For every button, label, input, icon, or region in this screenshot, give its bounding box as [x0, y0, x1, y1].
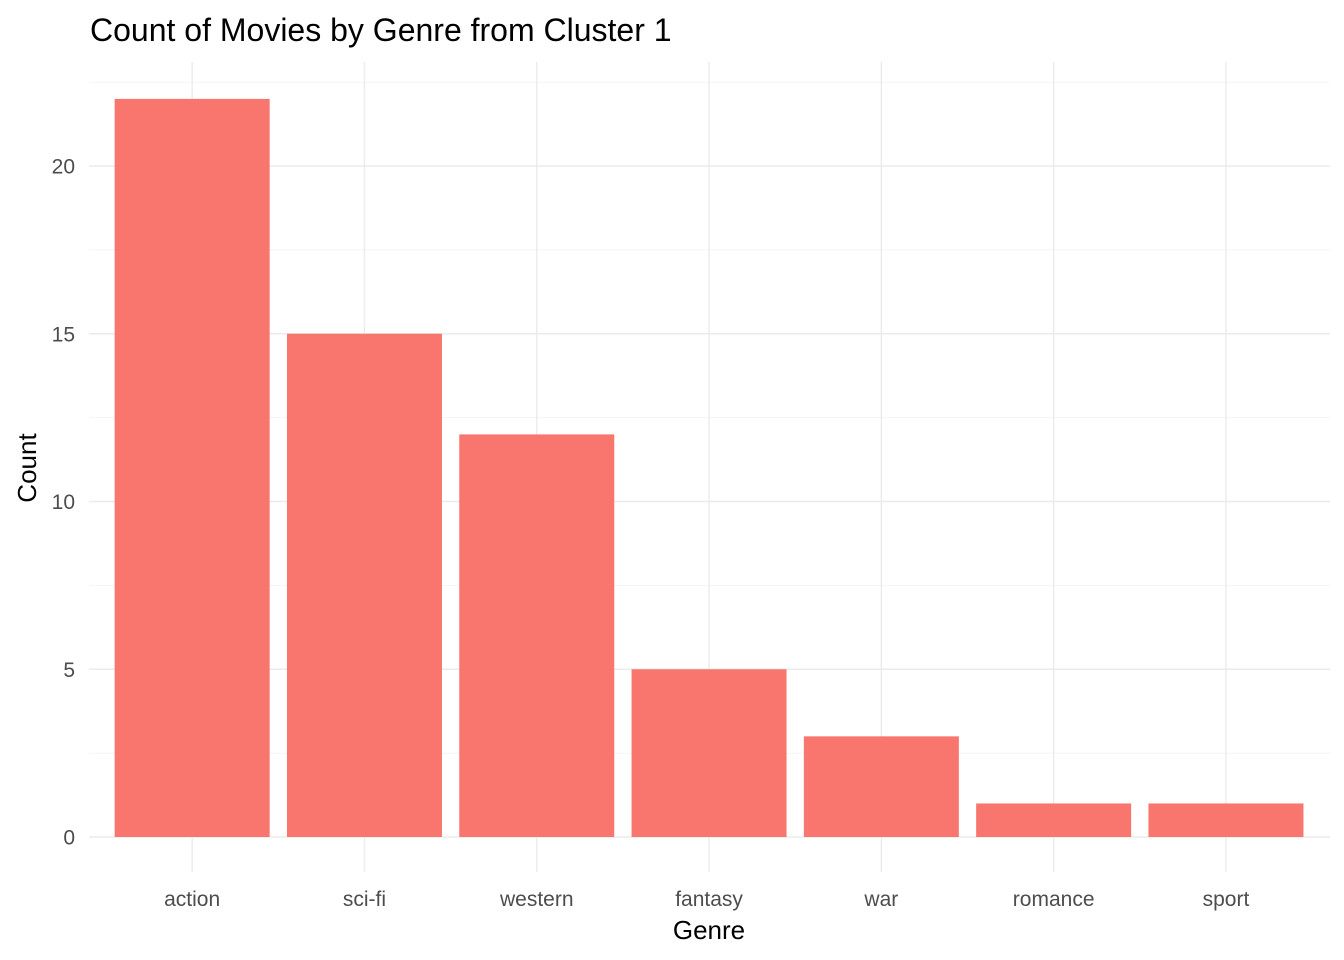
x-tick-label: war — [863, 888, 898, 911]
bar-action — [114, 98, 270, 837]
x-tick-label: action — [164, 888, 220, 911]
bar-war — [803, 736, 959, 837]
bar-fantasy — [631, 669, 787, 837]
x-tick-label: romance — [1013, 888, 1095, 911]
bar-sport — [1148, 803, 1304, 837]
y-tick-label: 10 — [52, 491, 75, 514]
bar-sci-fi — [286, 333, 442, 837]
x-tick-label: fantasy — [675, 888, 743, 911]
x-tick-label: sci-fi — [343, 888, 386, 911]
bar-western — [459, 434, 615, 837]
chart-title: Count of Movies by Genre from Cluster 1 — [90, 12, 672, 48]
y-tick-label: 20 — [52, 156, 75, 179]
x-axis-title: Genre — [673, 915, 745, 945]
y-tick-label: 0 — [63, 827, 75, 850]
y-tick-label: 5 — [63, 659, 75, 682]
y-axis-title: Count — [12, 433, 42, 503]
x-tick-label: western — [499, 888, 574, 911]
bars — [114, 98, 1304, 837]
bar-romance — [976, 803, 1132, 837]
y-axis-tick-labels: 0 5 10 15 20 — [52, 156, 75, 850]
x-tick-label: sport — [1203, 888, 1250, 911]
y-tick-label: 15 — [52, 323, 75, 346]
x-axis-tick-labels: action sci-fi western fantasy war romance spor… — [164, 888, 1249, 911]
